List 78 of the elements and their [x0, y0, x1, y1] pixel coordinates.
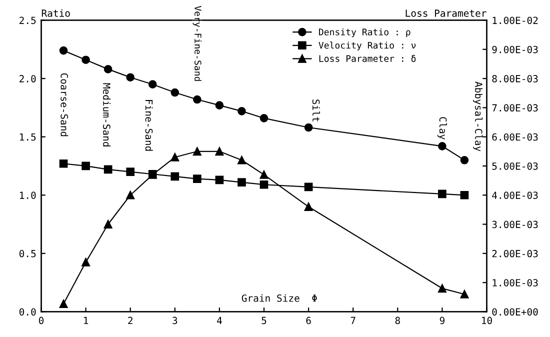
annotation: Coarse-Sand [60, 73, 68, 136]
y2-axis-title: Loss Parameter [406, 10, 486, 17]
y2-tick-label: 7.00E-03 [492, 104, 538, 112]
point [215, 101, 224, 110]
x-tick-label: 3 [172, 316, 178, 324]
point [170, 88, 180, 97]
y2-tick-label: 6.00E-03 [492, 133, 538, 141]
y2-tick-label: 4.00E-03 [492, 192, 538, 199]
point [438, 190, 446, 198]
y2-tick-label: 9.00E-03 [492, 46, 538, 54]
y-axis-title: Ratio [42, 9, 70, 17]
point [193, 147, 202, 156]
y2-tick-label: 1.00E-02 [492, 16, 538, 24]
point [438, 284, 446, 293]
point [104, 165, 112, 174]
point [238, 156, 246, 164]
point [260, 114, 268, 122]
x-tick-label: 1 [84, 316, 88, 324]
y2-tick-label: 3.00E-03 [492, 220, 538, 228]
x-axis-title: Grain Size Φ [242, 294, 317, 302]
y-tick-label: 1.5 [20, 133, 36, 141]
point [238, 178, 246, 186]
annotation: Fine-Sand [145, 100, 153, 151]
point [59, 159, 68, 168]
point [438, 142, 446, 150]
point [170, 153, 180, 162]
point [238, 107, 246, 116]
annotation: Very-Fine-Sand [192, 6, 202, 81]
legend-label: Density Ratio : ρ [319, 28, 410, 38]
point [260, 170, 268, 179]
y-tick-label: 0.0 [19, 308, 36, 316]
y-tick-label: 1.0 [20, 192, 36, 199]
y2-tick-label: 0.00E+00 [492, 308, 538, 316]
y2-tick-label: 8.00E-03 [492, 75, 538, 82]
x-tick-label: 10 [482, 316, 492, 324]
y-tick-label: 2.0 [20, 75, 36, 82]
point [460, 190, 469, 200]
annotation: Medium-Sand [103, 83, 111, 146]
point [260, 180, 268, 189]
point [126, 190, 135, 200]
point [59, 46, 68, 55]
annotation: Clay [437, 117, 447, 140]
point [215, 147, 224, 156]
x-tick-label: 7 [350, 316, 356, 324]
point [82, 258, 90, 266]
point [460, 290, 469, 298]
x-tick-label: 5 [262, 316, 266, 324]
annotation: Silt [312, 100, 320, 122]
y2-tick-label: 1.00E-03 [492, 279, 538, 286]
x-tick-label: 0 [38, 316, 44, 324]
point [193, 95, 202, 104]
point [59, 300, 68, 308]
x-tick-label: 9 [440, 316, 444, 324]
x-tick-label: 6 [306, 316, 311, 324]
point [304, 123, 313, 132]
y2-tick-label: 5.00E-03 [492, 162, 538, 170]
point [215, 176, 224, 184]
point [148, 80, 157, 89]
point [104, 220, 112, 228]
legend-label: Velocity Ratio : ν [318, 42, 416, 50]
point [126, 168, 135, 176]
point [460, 156, 469, 164]
annotation: Abbysal-Clay [473, 82, 483, 152]
point [304, 202, 313, 211]
y-tick-label: 2.5 [20, 16, 36, 24]
point [193, 174, 202, 183]
x-tick-label: 4 [217, 316, 222, 324]
y-tick-label: 0.5 [19, 250, 36, 258]
y2-tick-label: 2.00E-03 [492, 250, 538, 258]
point [82, 162, 90, 170]
point [82, 56, 90, 64]
point [170, 172, 180, 181]
point [126, 73, 135, 82]
legend-label: Loss Parameter : δ [319, 54, 416, 62]
x-tick-label: 8 [395, 316, 400, 324]
point [104, 65, 112, 74]
point [304, 182, 313, 192]
x-tick-label: 2 [128, 316, 132, 324]
